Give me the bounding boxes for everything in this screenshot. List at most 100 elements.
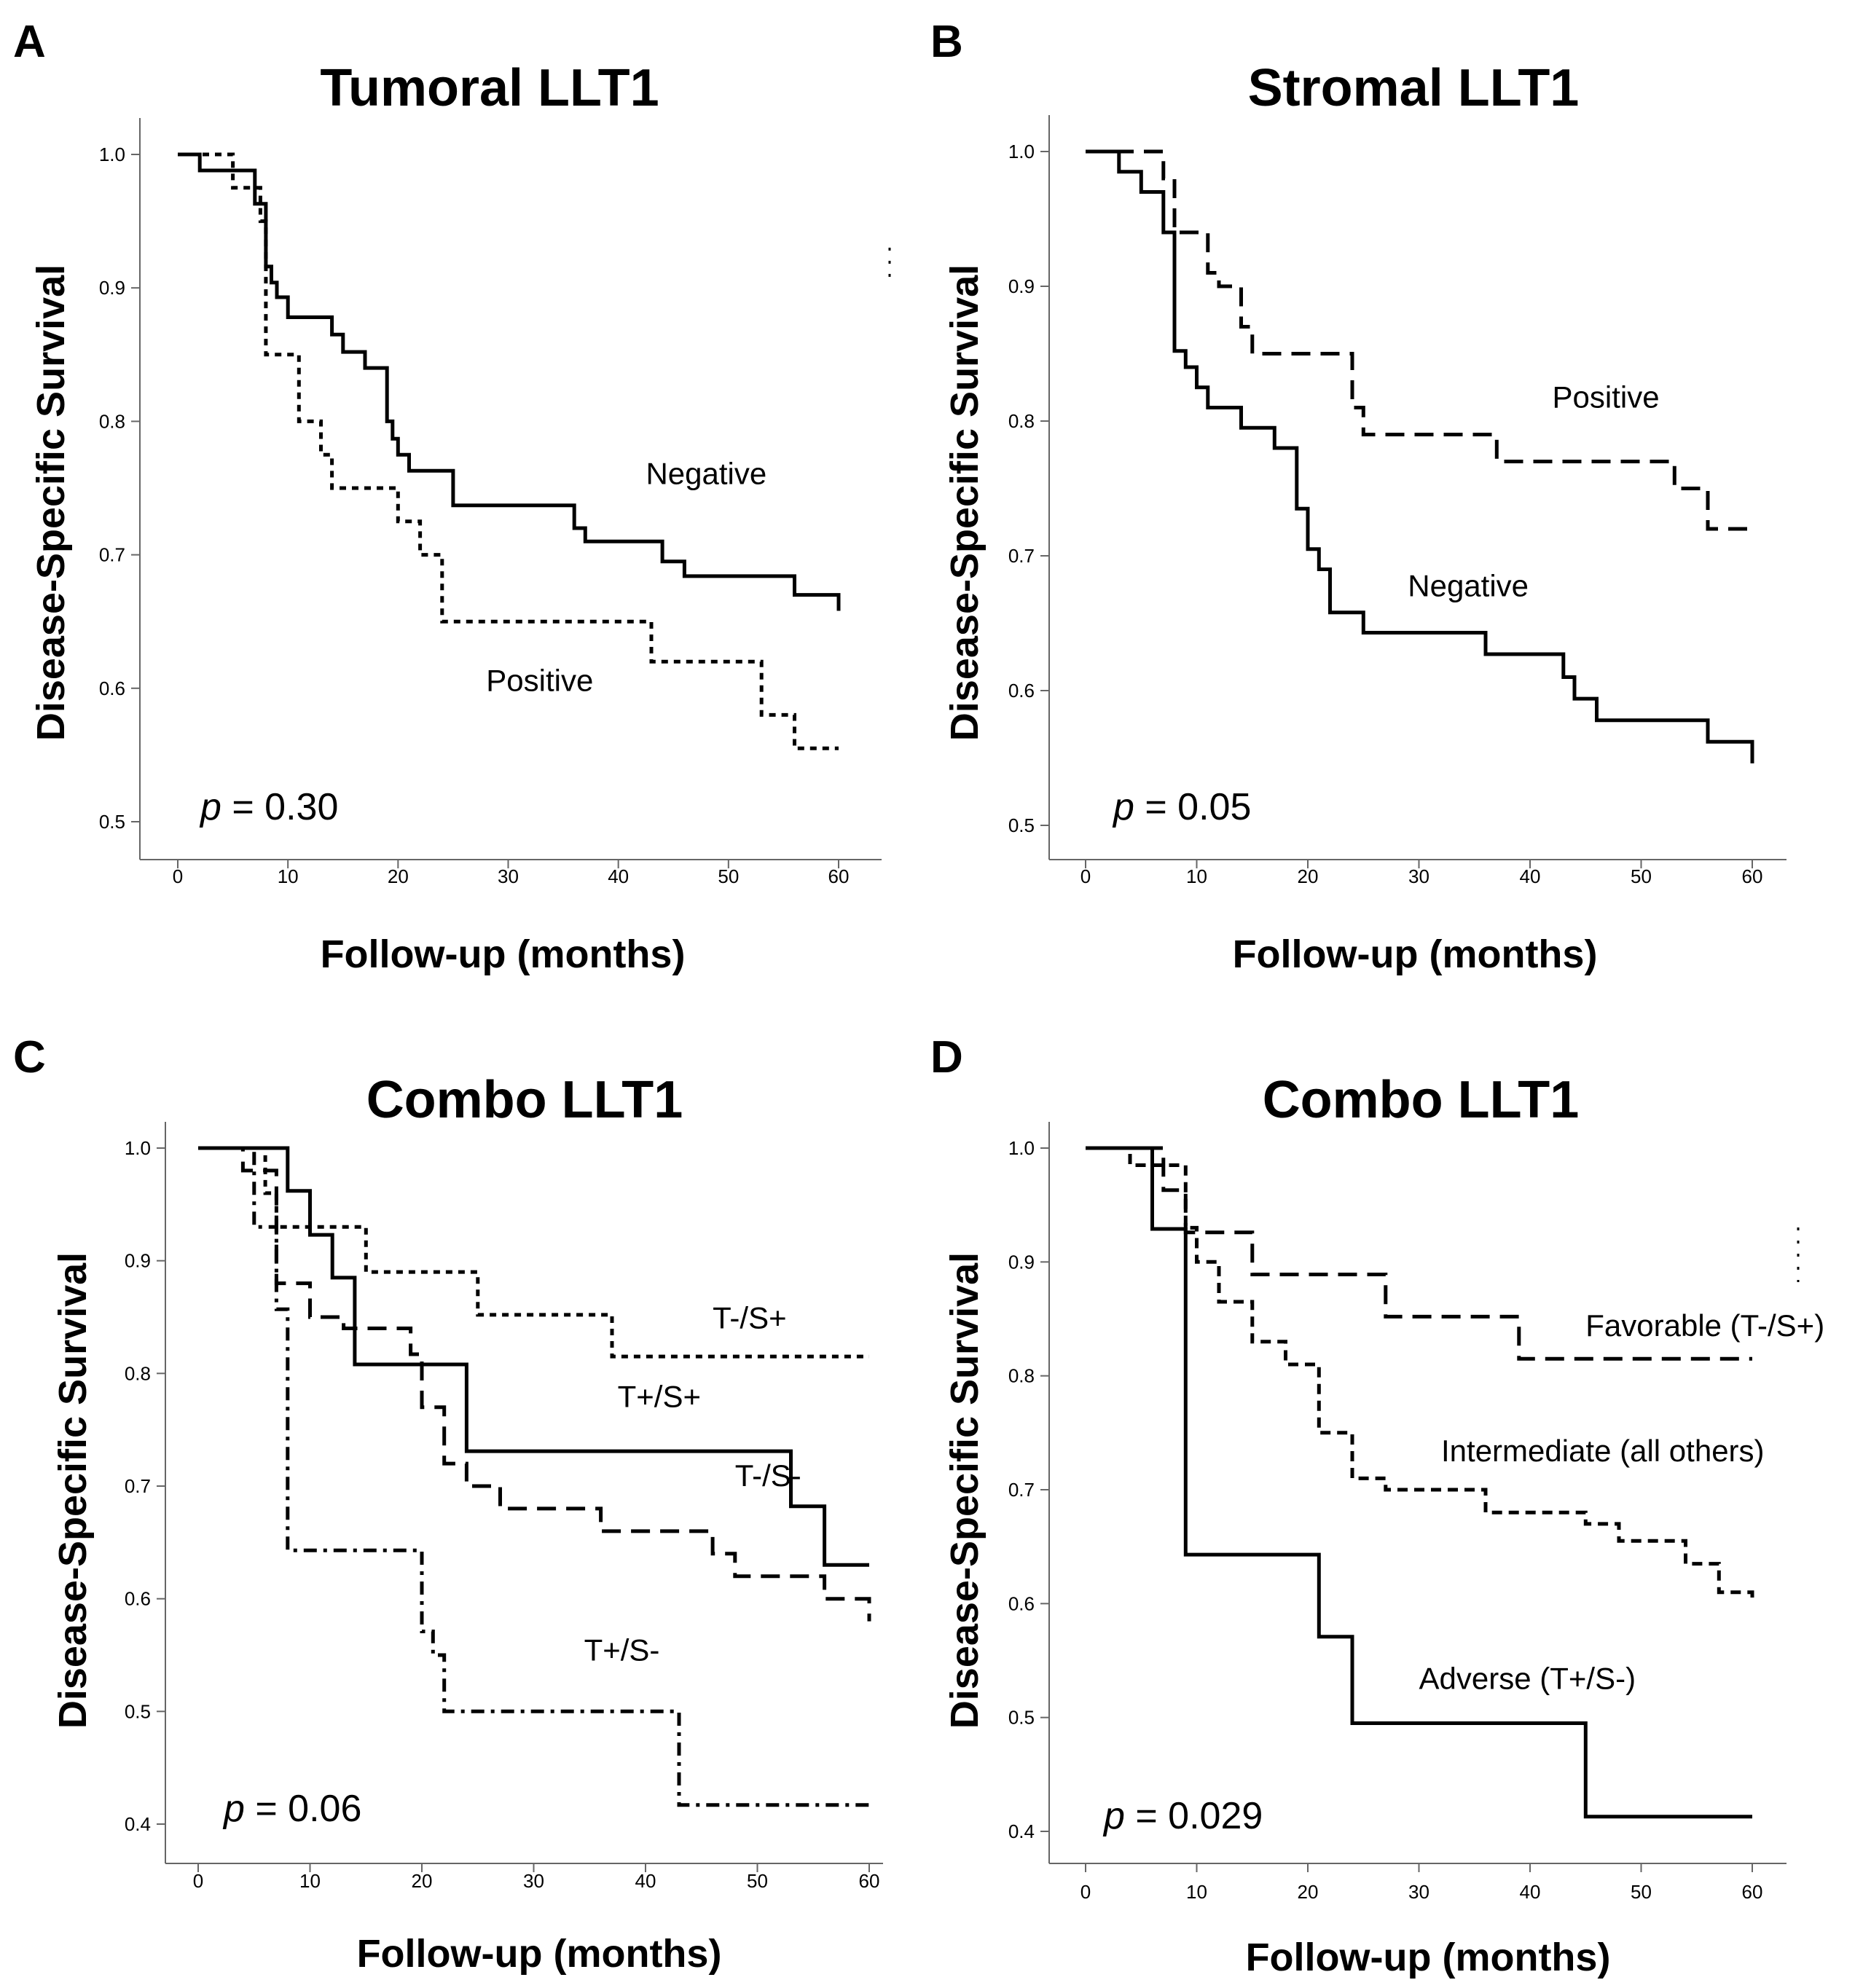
panel-letter: C — [13, 1032, 46, 1083]
series-label-t-s: T+/S- — [584, 1633, 660, 1667]
x-tick-label: 10 — [299, 1870, 321, 1892]
y-tick-label: 0.7 — [125, 1475, 151, 1497]
y-tick-label: 0.8 — [1008, 1365, 1035, 1387]
x-tick-label: 50 — [1631, 1881, 1652, 1903]
x-tick-label: 10 — [1186, 865, 1207, 887]
x-tick-label: 10 — [278, 865, 299, 887]
x-axis-title: Follow-up (months) — [1233, 932, 1598, 976]
y-tick-label: 0.9 — [1008, 275, 1035, 297]
x-axis-title: Follow-up (months) — [321, 932, 686, 976]
x-tick-label: 40 — [635, 1870, 656, 1892]
y-axis-title: Disease-Specific Survival — [29, 264, 73, 741]
chart-title: Combo LLT1 — [366, 1071, 683, 1129]
y-tick-label: 0.7 — [1008, 1479, 1035, 1501]
y-tick-label: 0.9 — [125, 1250, 151, 1272]
y-tick-label: 0.9 — [99, 277, 125, 299]
panel-a: A Tumoral LLT1 0.5 0.6 0.7 0.8 0.9 1.0 0 10 20 30 40… — [13, 17, 882, 976]
x-tick-label: 10 — [1186, 1881, 1207, 1903]
series-line-intermediate-all-others — [1086, 1146, 1754, 1604]
chart-title: Stromal LLT1 — [1248, 59, 1580, 117]
y-tick-label: 0.6 — [99, 677, 125, 699]
series-label-favorable-t-s: Favorable (T-/S+) — [1585, 1308, 1824, 1343]
y-tick-label: 0.5 — [99, 811, 125, 833]
x-tick-label: 0 — [1080, 865, 1091, 887]
series-label-negative: Negative — [646, 457, 766, 491]
x-tick-label: 30 — [1408, 1881, 1429, 1903]
y-tick-label: 0.8 — [1008, 410, 1035, 432]
x-axis-title: Follow-up (months) — [357, 1932, 722, 1976]
x-tick-label: 60 — [1742, 865, 1763, 887]
y-tick-label: 0.4 — [1008, 1820, 1035, 1842]
x-tick-label: 20 — [412, 1870, 433, 1892]
panel-letter: B — [930, 17, 963, 67]
series-line-negative — [1086, 149, 1754, 763]
y-tick-label: 0.8 — [99, 410, 125, 432]
x-tick-label: 0 — [173, 865, 183, 887]
series-label-t-s: T-/S- — [735, 1458, 801, 1493]
y-tick-label: 0.4 — [125, 1813, 151, 1835]
x-tick-label: 40 — [1520, 865, 1541, 887]
series-label-negative: Negative — [1408, 569, 1529, 603]
chart-title: Combo LLT1 — [1263, 1071, 1580, 1129]
p-value-label: p = 0.06 — [222, 1788, 361, 1830]
x-tick-label: 50 — [747, 1870, 768, 1892]
series-label-positive: Positive — [1553, 380, 1660, 415]
x-tick-label: 60 — [859, 1870, 880, 1892]
x-tick-label: 0 — [1080, 1881, 1091, 1903]
p-value-label: p = 0.05 — [1112, 786, 1251, 828]
series-line-t-s — [198, 1146, 869, 1359]
x-tick-label: 30 — [523, 1870, 544, 1892]
x-axis-title: Follow-up (months) — [1246, 1936, 1611, 1979]
y-axis-title: Disease-Specific Survival — [51, 1252, 95, 1729]
y-tick-label: 1.0 — [1008, 141, 1035, 162]
panel-letter: D — [930, 1032, 963, 1083]
x-tick-label: 40 — [1520, 1881, 1541, 1903]
x-tick-label: 40 — [608, 865, 629, 887]
series-line-favorable-t-s — [1086, 1146, 1752, 1361]
y-tick-label: 0.7 — [99, 544, 125, 566]
y-tick-label: 0.6 — [1008, 1592, 1035, 1614]
series-line-positive — [178, 152, 839, 750]
p-value-label: p = 0.30 — [199, 786, 338, 828]
y-tick-label: 0.6 — [125, 1588, 151, 1610]
y-tick-label: 0.5 — [125, 1700, 151, 1722]
x-tick-label: 50 — [1631, 865, 1652, 887]
panel-c: C Combo LLT1 0.4 0.5 0.6 0.7 0.8 0.9 1.0 0 10 20 30 4… — [13, 1032, 883, 1976]
p-value-label: p = 0.029 — [1102, 1795, 1263, 1837]
series-line-t-s — [198, 1146, 869, 1807]
series-label-adverse-t-s: Adverse (T+/S-) — [1419, 1662, 1636, 1696]
y-tick-label: 0.7 — [1008, 545, 1035, 567]
y-axis-title: Disease-Specific Survival — [943, 1252, 987, 1729]
series-line-negative — [178, 152, 841, 611]
x-tick-label: 20 — [1298, 865, 1319, 887]
y-tick-label: 0.9 — [1008, 1251, 1035, 1273]
y-tick-label: 1.0 — [1008, 1137, 1035, 1159]
y-tick-label: 0.6 — [1008, 680, 1035, 702]
y-tick-label: 0.5 — [1008, 814, 1035, 836]
series-line-t-s — [198, 1146, 871, 1622]
series-line-t-s — [198, 1146, 869, 1567]
y-tick-label: 0.8 — [125, 1362, 151, 1384]
series-line-adverse-t-s — [1086, 1146, 1752, 1819]
x-tick-label: 60 — [1742, 1881, 1763, 1903]
panel-b: B Stromal LLT1 0.5 0.6 0.7 0.8 0.9 1.0 0 10 20 30 40… — [930, 17, 1786, 976]
series-label-t-s: T-/S+ — [713, 1300, 787, 1335]
x-tick-label: 30 — [1408, 865, 1429, 887]
x-tick-label: 20 — [388, 865, 409, 887]
x-tick-label: 0 — [193, 1870, 203, 1892]
y-tick-label: 1.0 — [125, 1137, 151, 1159]
series-label-intermediate-all-others: Intermediate (all others) — [1441, 1434, 1765, 1468]
y-tick-label: 0.5 — [1008, 1707, 1035, 1729]
y-axis-title: Disease-Specific Survival — [943, 264, 987, 741]
chart-title: Tumoral LLT1 — [320, 59, 659, 117]
series-line-positive — [1086, 149, 1752, 531]
x-tick-label: 30 — [498, 865, 519, 887]
panel-d: D Combo LLT1 0.4 0.5 0.6 0.7 0.8 0.9 1.0 0 10 20 30 4… — [930, 1032, 1824, 1979]
y-tick-label: 1.0 — [99, 144, 125, 165]
x-tick-label: 50 — [718, 865, 739, 887]
panel-letter: A — [13, 17, 46, 67]
x-tick-label: 20 — [1298, 1881, 1319, 1903]
x-tick-label: 60 — [828, 865, 850, 887]
